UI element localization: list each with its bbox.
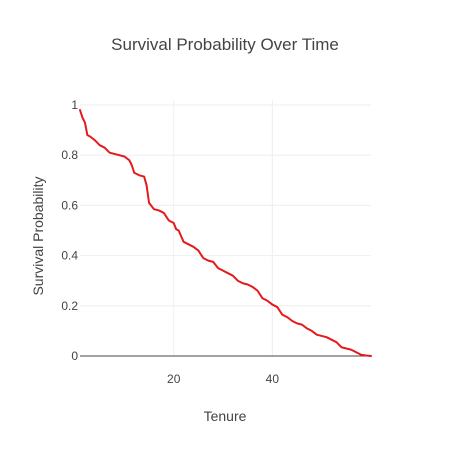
x-tick-label: 20 — [167, 372, 181, 386]
y-tick-label: 0.6 — [61, 198, 78, 212]
y-tick-label: 0.2 — [61, 299, 78, 313]
axis-layer: 20 40 0 0.2 0.4 0.6 0.8 1 — [61, 98, 371, 386]
y-tick-label: 0.8 — [61, 148, 78, 162]
y-tick-label: 0 — [71, 349, 78, 363]
grid-layer — [80, 100, 371, 356]
y-axis-title: Survival Probability — [30, 176, 46, 295]
series-layer — [79, 109, 372, 357]
survival-curve-line — [79, 109, 372, 357]
x-axis-title: Tenure — [204, 408, 247, 424]
y-tick-label: 0.4 — [61, 249, 78, 263]
chart-title: Survival Probability Over Time — [111, 35, 339, 54]
x-tick-label: 40 — [266, 372, 280, 386]
y-tick-label: 1 — [71, 98, 78, 112]
